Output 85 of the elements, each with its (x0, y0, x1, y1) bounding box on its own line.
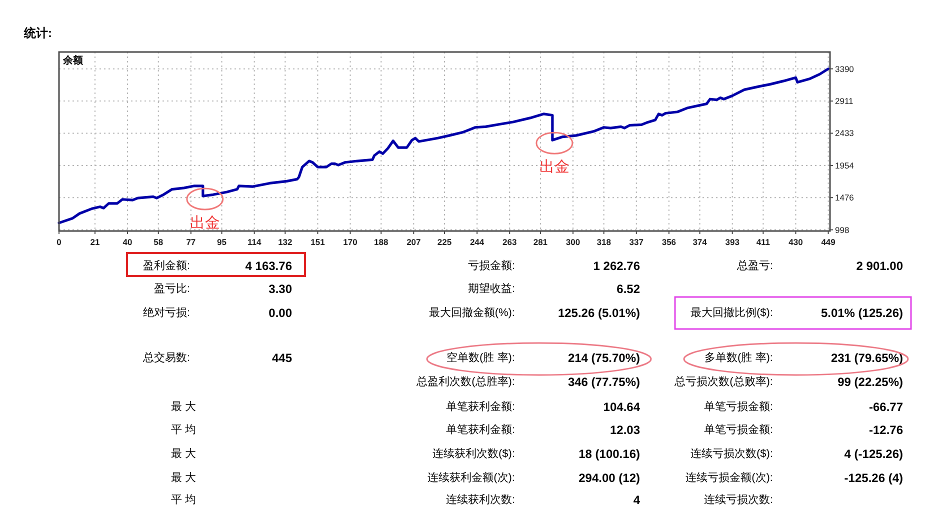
text: 最大回撤金额(%): (428, 306, 515, 319)
y-tick-label: 1476 (835, 192, 854, 203)
x-tick-label: 132 (278, 237, 293, 247)
text: 4 163.76 (245, 259, 292, 273)
text: 最大回撤比例($): (690, 306, 773, 319)
text: 214 (75.70%) (568, 351, 640, 365)
text: 总亏损次数(总败率): (674, 375, 773, 388)
y-tick-label: 2433 (835, 128, 854, 138)
text: 最 大 (170, 471, 196, 484)
text: 231 (79.65%) (830, 351, 904, 365)
text: 绝对亏损: (142, 306, 190, 319)
text: 单笔亏损金额: (704, 400, 773, 413)
text: 4 (633, 493, 640, 507)
x-tick-label: 263 (502, 237, 517, 247)
x-tick-label: 337 (629, 237, 644, 247)
text: 单笔获利金额: (446, 423, 515, 436)
x-tick-label: 40 (122, 237, 133, 247)
x-tick-label: 225 (437, 237, 452, 247)
x-tick-label: 356 (662, 237, 676, 247)
text: 平 均 (170, 424, 196, 436)
x-tick-label: 151 (310, 237, 326, 247)
y-tick-label: 1954 (835, 160, 854, 170)
x-tick-label: 188 (374, 237, 388, 247)
x-tick-label: 0 (56, 237, 62, 247)
text: 125.26 (5.01%) (558, 306, 640, 320)
text: 期望收益: (468, 282, 515, 295)
text: 连续亏损金额(次): (686, 471, 773, 484)
x-tick-label: 393 (725, 237, 740, 247)
y-tick-label: 998 (835, 224, 850, 235)
text: 连续获利金额(次): (428, 471, 515, 484)
x-tick-label: 58 (154, 237, 164, 247)
text: 2 901.00 (856, 259, 904, 273)
text: 亏损金额: (468, 259, 515, 272)
x-tick-label: 77 (186, 237, 196, 247)
text: 盈利金额: (142, 259, 190, 272)
text: 连续获利次数: (446, 493, 515, 506)
text: 99 (22.25%) (838, 375, 903, 389)
text: 5.01% (125.26) (820, 306, 903, 320)
x-tick-label: 114 (247, 237, 262, 247)
text: 连续亏损次数($): (690, 447, 773, 460)
text: 空单数(胜 率): (446, 351, 515, 364)
text: 1 262.76 (593, 259, 640, 273)
y-tick-label: 2911 (835, 96, 854, 106)
y-axis-title: 余额 (62, 54, 84, 66)
text: -66.77 (868, 400, 904, 414)
text: 总盈利次数(总胜率): (416, 375, 515, 388)
text: 6.52 (616, 282, 640, 296)
text: 多单数(胜 率): (704, 351, 773, 364)
x-tick-label: 21 (90, 237, 100, 247)
x-tick-label: 300 (566, 237, 580, 247)
text: 单笔亏损金额: (704, 423, 773, 436)
text: 12.03 (610, 423, 640, 437)
text: 最 大 (170, 400, 196, 413)
text: 总盈亏: (736, 259, 773, 272)
x-tick-label: 244 (470, 237, 484, 247)
x-tick-label: 411 (756, 237, 770, 247)
text: 3.30 (268, 282, 292, 296)
text: 4 (-125.26) (844, 447, 903, 461)
x-tick-label: 430 (788, 237, 804, 247)
x-tick-label: 318 (596, 237, 612, 247)
text: 连续获利次数($): (432, 447, 515, 460)
text: 最 大 (170, 447, 196, 460)
text: 平 均 (170, 494, 196, 506)
x-tick-label: 281 (533, 237, 548, 247)
text: 盈亏比: (154, 282, 190, 295)
x-tick-label: 207 (406, 237, 422, 247)
y-tick-label: 3390 (835, 64, 854, 74)
text: 总交易数: (142, 351, 190, 364)
text: -12.76 (868, 423, 904, 437)
text: 0.00 (268, 306, 292, 320)
x-tick-label: 374 (692, 237, 708, 247)
text: 18 (100.16) (578, 447, 640, 461)
annotation: 出金 (539, 158, 570, 176)
annotation: 出金 (190, 214, 220, 232)
chart-title: 统计: (23, 26, 52, 40)
text: -125.26 (4) (844, 471, 903, 485)
text: 294.00 (12) (578, 471, 640, 485)
text: 连续亏损次数: (704, 493, 773, 506)
x-tick-label: 449 (821, 237, 836, 247)
text: 104.64 (603, 400, 640, 414)
x-tick-label: 170 (343, 237, 358, 247)
text: 单笔获利金额: (446, 400, 515, 413)
x-tick-label: 95 (217, 237, 227, 247)
text: 346 (77.75%) (568, 375, 640, 389)
text: 445 (272, 351, 292, 365)
